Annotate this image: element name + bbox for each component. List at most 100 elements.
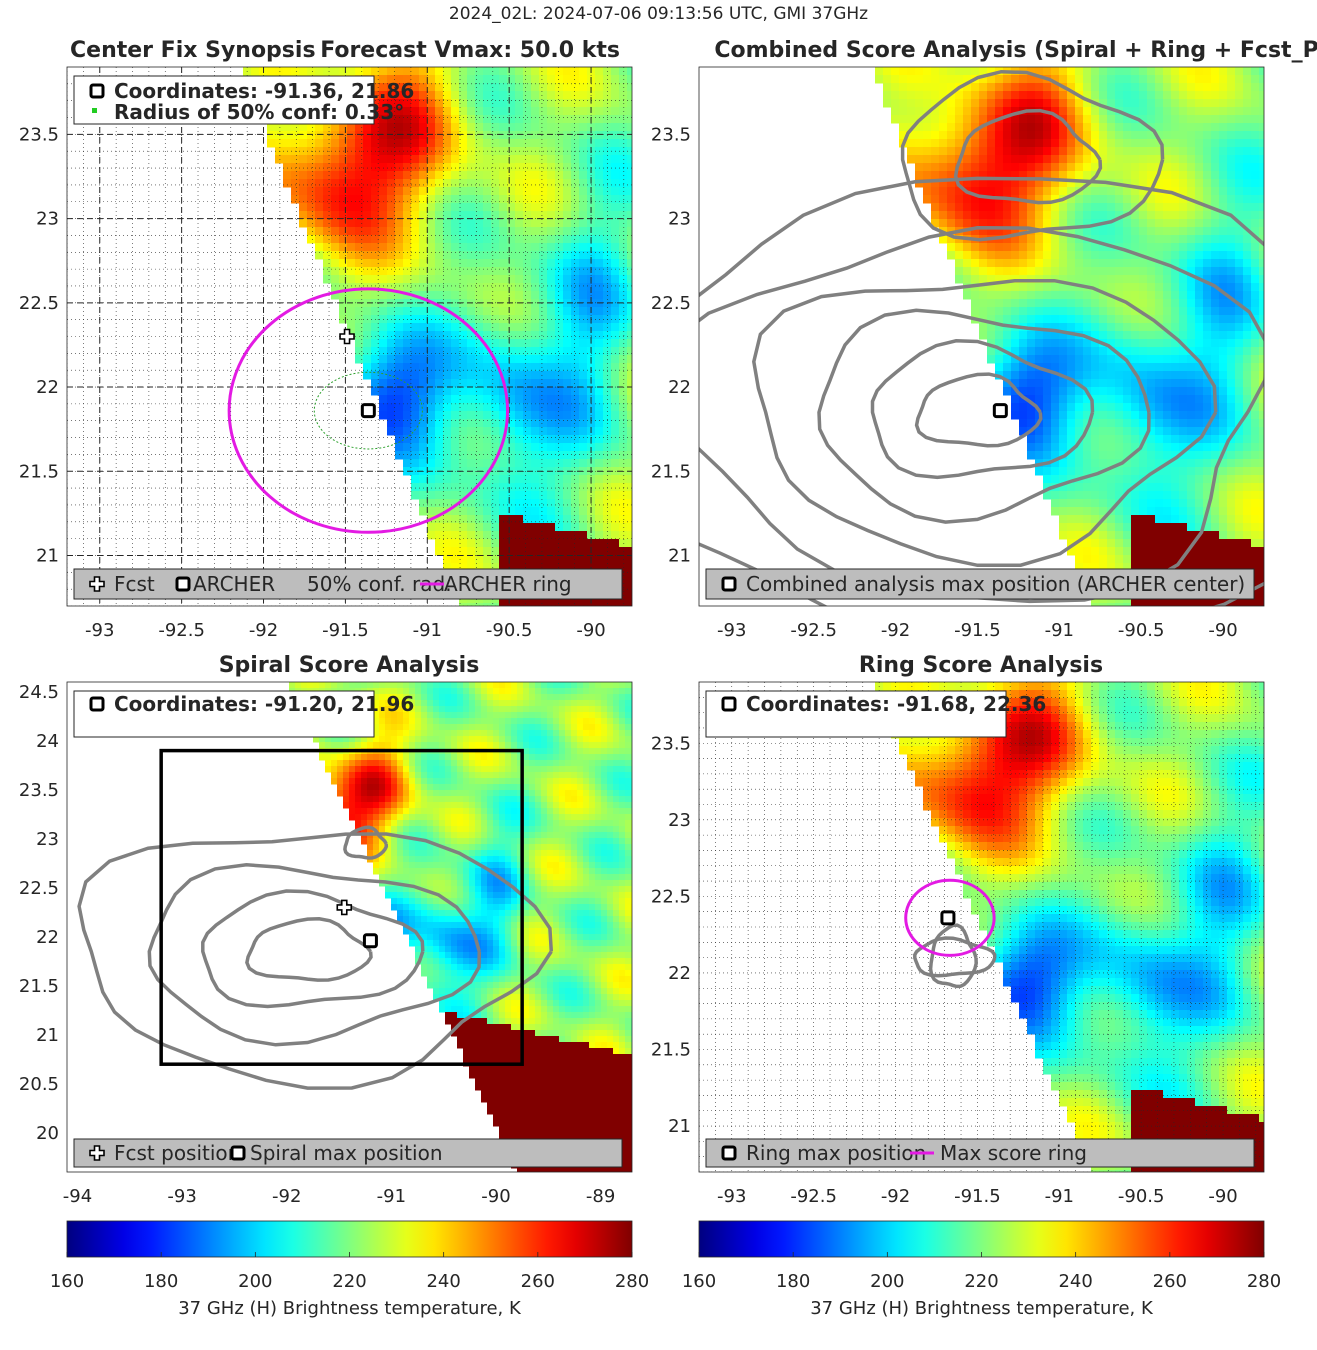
y-tick-label: 21 xyxy=(36,1025,59,1046)
ring-max-marker xyxy=(940,910,956,926)
panel-title: Combined Score Analysis (Spiral + Ring +… xyxy=(714,38,1317,63)
x-tick-label: -90 xyxy=(481,1186,510,1207)
axes-frame xyxy=(66,66,633,607)
legend-box xyxy=(705,1138,1255,1168)
colorbar-tick-label: 240 xyxy=(1058,1271,1092,1292)
colorbar-tick-label: 280 xyxy=(1247,1271,1281,1292)
spiral-contour-small xyxy=(343,825,389,860)
axes-frame xyxy=(66,681,633,1173)
y-tick-label: 21.5 xyxy=(651,1040,691,1061)
legend-combined: Combined analysis max position (ARCHER c… xyxy=(746,572,1245,596)
x-tick-label: -93 xyxy=(717,620,746,641)
colorbar-tick-label: 260 xyxy=(1153,1271,1187,1292)
panel-title-right: Forecast Vmax: 50.0 kts xyxy=(320,38,620,63)
panel-title: Spiral Score Analysis xyxy=(219,653,480,678)
colorbar-tick-label: 240 xyxy=(426,1271,460,1292)
colorbar-tick-label: 180 xyxy=(776,1271,810,1292)
fcst-marker xyxy=(336,899,353,916)
colorbar-gradient xyxy=(698,1220,1265,1258)
colorbar-right: 160 180 200 220 240 260 280 37 GHz (H) Brightne… xyxy=(682,1220,1281,1319)
x-tick-label: -92 xyxy=(249,620,278,641)
legend-box xyxy=(73,1138,623,1168)
panel-ring: Coordinates: -91.68, 22.36 Ring max posit… xyxy=(651,653,1265,1207)
conf-dot-icon xyxy=(92,108,97,113)
legend-fcst-icon xyxy=(89,576,105,592)
x-tick-label: -92.5 xyxy=(790,1186,837,1207)
y-tick-label: 23 xyxy=(668,209,691,230)
y-tick-label: 21 xyxy=(36,545,59,566)
legend-spiral: Spiral max position xyxy=(250,1141,443,1165)
spiral-max-marker xyxy=(362,933,378,949)
info-square-icon xyxy=(89,696,105,712)
x-tick-label: -90.5 xyxy=(486,620,533,641)
y-tick-label: 23.5 xyxy=(651,124,691,145)
ring-contours xyxy=(913,923,997,989)
colorbar-tick-label: 160 xyxy=(682,1271,716,1292)
legend-box xyxy=(73,568,623,600)
plot-area: Coordinates: -91.20, 21.96 Fcst position S… xyxy=(67,682,632,1172)
x-tick-label: -90 xyxy=(1208,1186,1237,1207)
colorbar-tick-label: 280 xyxy=(615,1271,649,1292)
y-tick-label: 24 xyxy=(36,731,59,752)
plot-area: Combined analysis max position (ARCHER c… xyxy=(699,67,1264,606)
x-tick-label: -94 xyxy=(63,1186,92,1207)
x-tick-label: -92.5 xyxy=(790,620,837,641)
y-tick-label: 23.5 xyxy=(651,733,691,754)
colorbar-tick-label: 200 xyxy=(238,1271,272,1292)
panel-combined: Combined analysis max position (ARCHER c… xyxy=(651,38,1317,641)
colorbar-tick-label: 220 xyxy=(332,1271,366,1292)
info-square-icon xyxy=(89,83,105,99)
info-radius: Radius of 50% conf: 0.33° xyxy=(114,100,404,124)
x-tick-label: -91.5 xyxy=(954,1186,1001,1207)
y-tick-label: 23 xyxy=(36,209,59,230)
legend-fcst: Fcst xyxy=(114,572,155,596)
x-tick-label: -90.5 xyxy=(1118,620,1165,641)
info-coordinates: Coordinates: -91.20, 21.96 xyxy=(114,692,414,716)
x-tick-label: -91.5 xyxy=(954,620,1001,641)
y-tick-label: 21 xyxy=(668,1116,691,1137)
info-box xyxy=(73,690,375,738)
legend-ring: ARCHER ring xyxy=(444,572,572,596)
x-tick-label: -92 xyxy=(272,1186,301,1207)
x-tick-label: -91 xyxy=(1045,1186,1074,1207)
colorbar-tick-label: 220 xyxy=(964,1271,998,1292)
fcst-marker xyxy=(339,328,355,345)
x-tick-label: -89 xyxy=(586,1186,615,1207)
y-tick-label: 21.5 xyxy=(651,461,691,482)
info-square-icon xyxy=(721,696,737,712)
x-tick-label: -92.5 xyxy=(158,620,205,641)
colorbar-label: 37 GHz (H) Brightness temperature, K xyxy=(810,1298,1154,1319)
x-tick-label: -91 xyxy=(1045,620,1074,641)
x-tick-label: -93 xyxy=(717,1186,746,1207)
y-tick-label: 22.5 xyxy=(651,293,691,314)
y-tick-label: 23.5 xyxy=(19,124,59,145)
colorbar-gradient xyxy=(66,1220,633,1258)
y-tick-label: 23.5 xyxy=(19,780,59,801)
panel-title-left: Center Fix Synopsis xyxy=(70,38,316,63)
archer-center-marker xyxy=(360,403,376,419)
axes-frame xyxy=(698,66,1265,607)
max-score-ring xyxy=(904,878,996,957)
y-tick-label: 23 xyxy=(36,829,59,850)
grid-lines xyxy=(699,682,1264,1172)
x-tick-label: -91 xyxy=(377,1186,406,1207)
spiral-contours xyxy=(77,832,554,1090)
heatmap-cells xyxy=(875,67,1264,606)
legend-spiral-icon xyxy=(230,1145,246,1161)
x-tick-label: -92 xyxy=(881,1186,910,1207)
x-tick-label: -91 xyxy=(413,620,442,641)
colorbar-tick-label: 200 xyxy=(870,1271,904,1292)
axes-frame xyxy=(698,681,1265,1173)
y-tick-label: 23 xyxy=(668,810,691,831)
colorbar-tick-label: 180 xyxy=(144,1271,178,1292)
y-tick-label: 22 xyxy=(36,377,59,398)
y-tick-label: 22.5 xyxy=(19,293,59,314)
legend-max-score-ring: Max score ring xyxy=(940,1141,1087,1165)
colorbar-tick-label: 260 xyxy=(521,1271,555,1292)
info-coordinates: Coordinates: -91.68, 22.36 xyxy=(746,692,1046,716)
info-box xyxy=(73,75,375,125)
grid-lines xyxy=(67,67,632,606)
